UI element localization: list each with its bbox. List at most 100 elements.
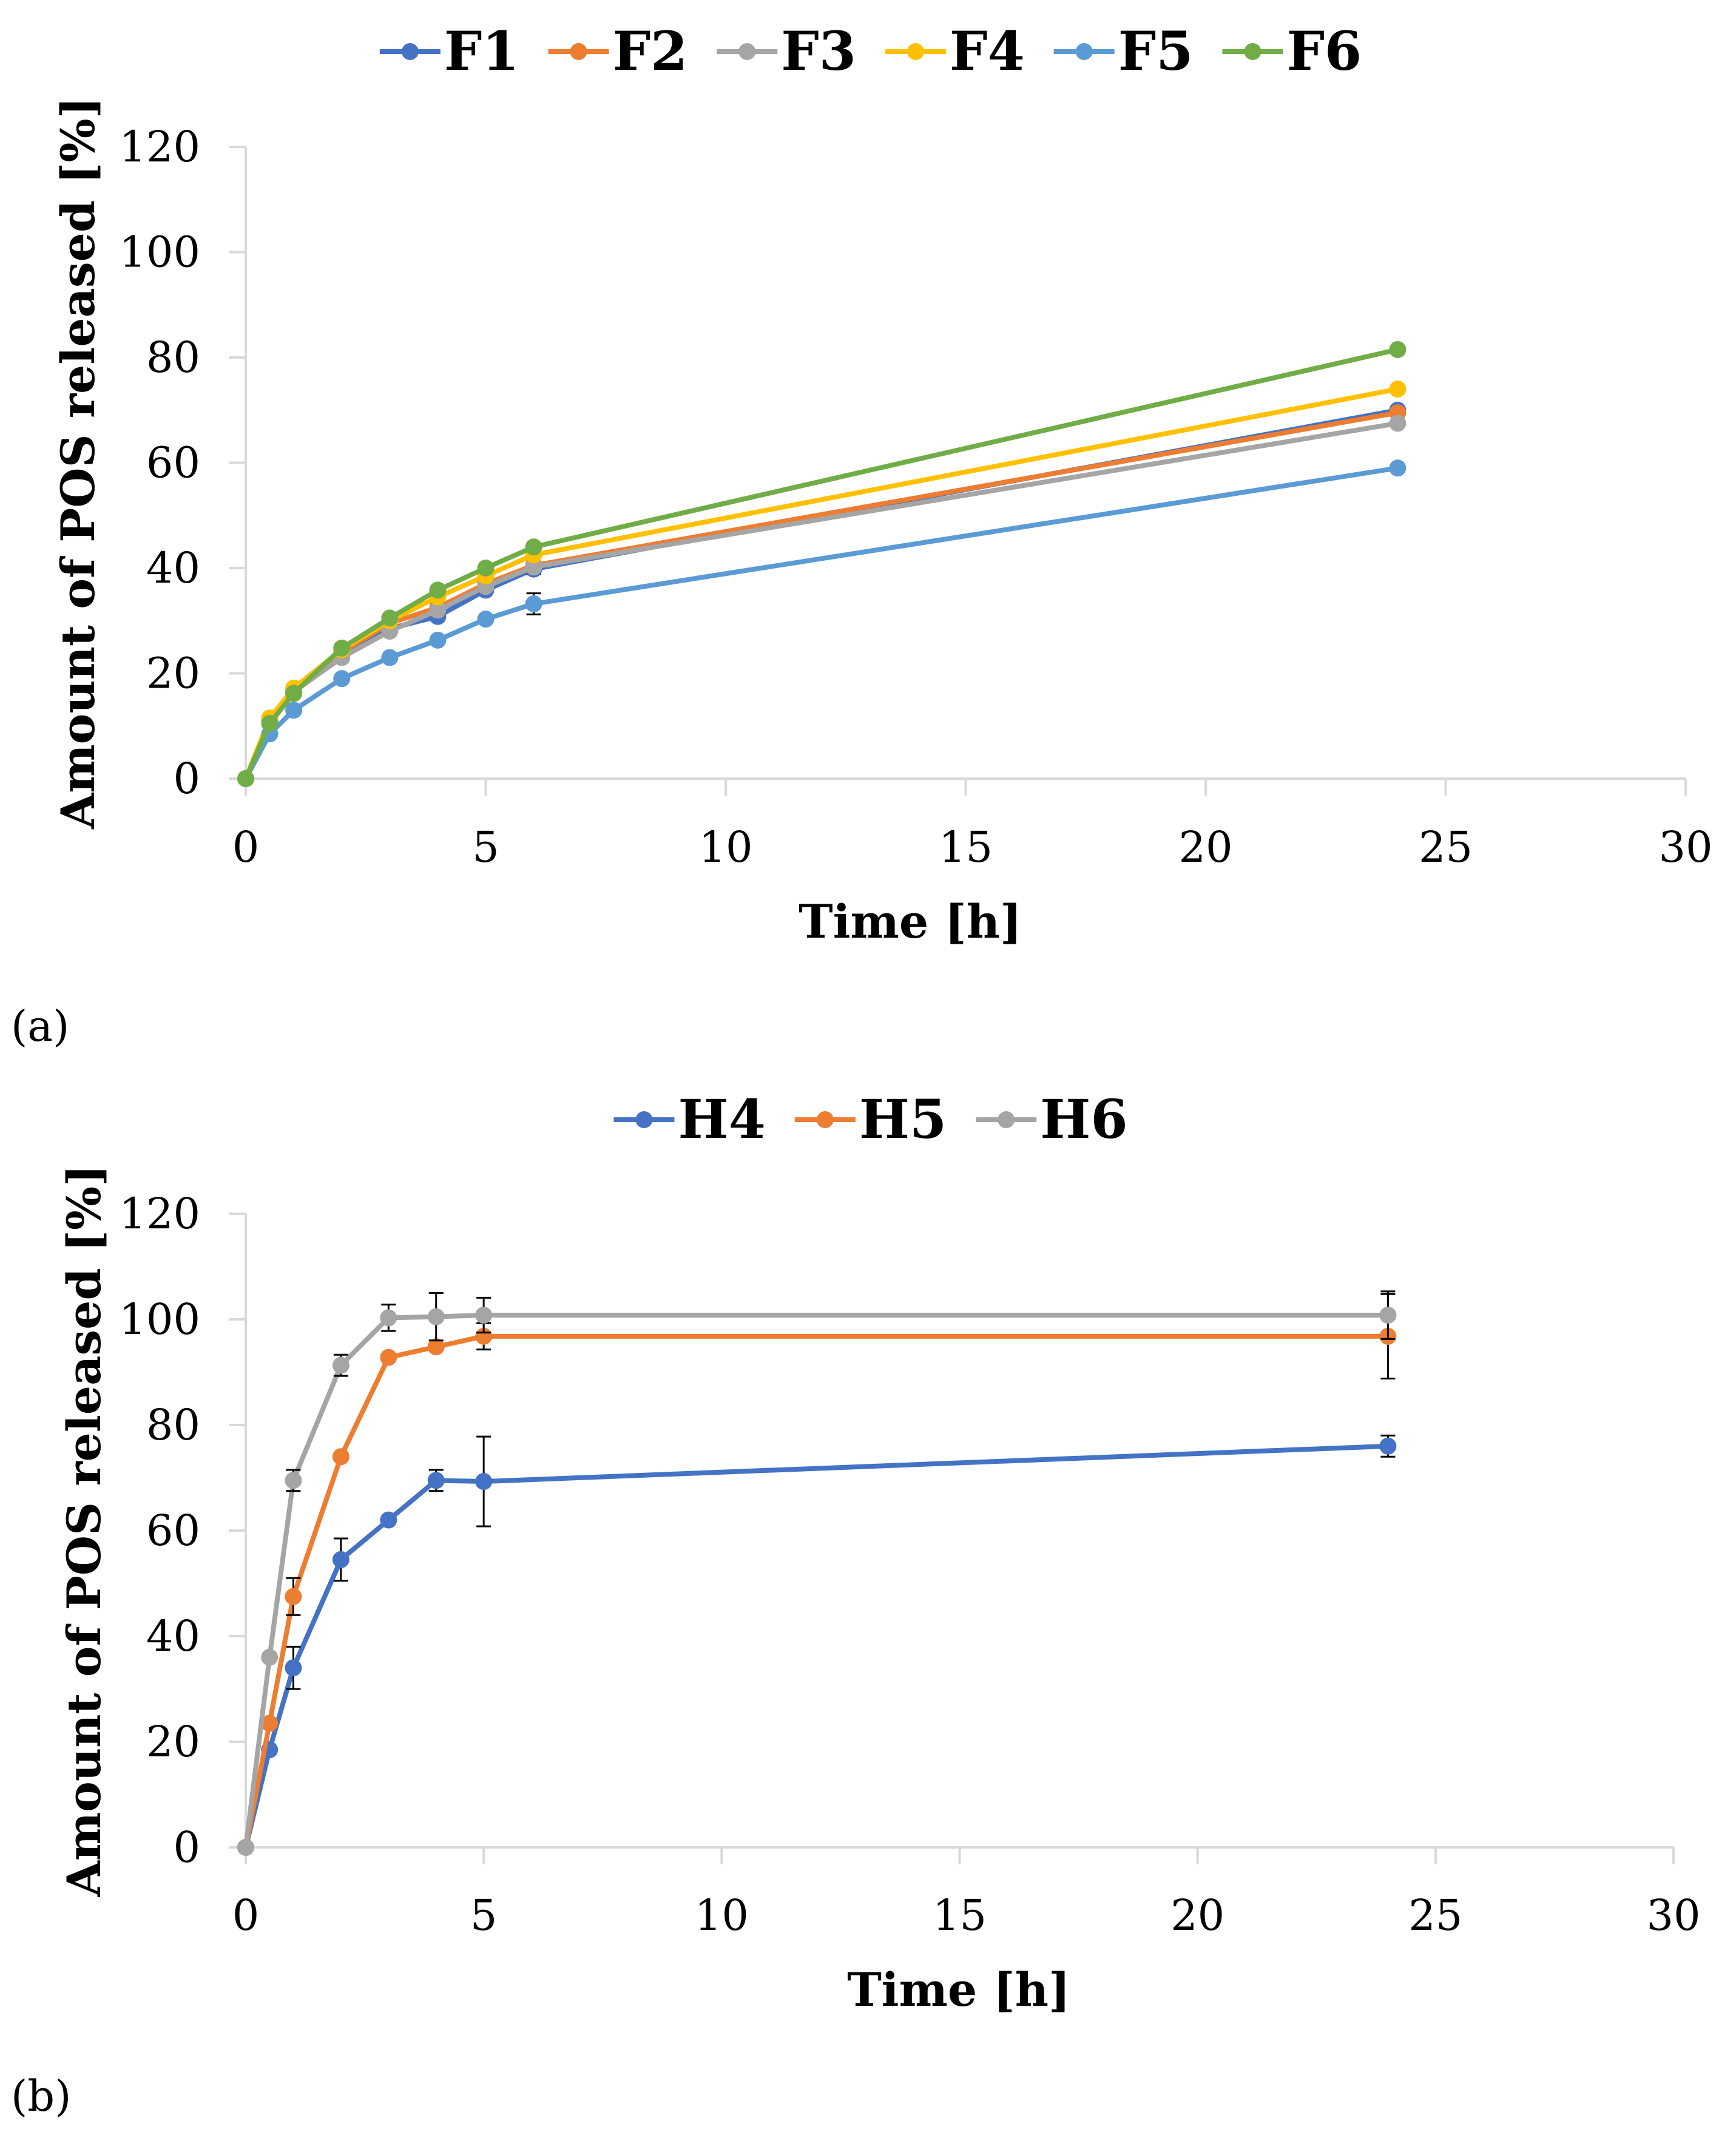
legend-label-F1: F1 bbox=[444, 19, 519, 83]
x-tick-label: 30 bbox=[1646, 1890, 1700, 1940]
y-axis-title: Amount of POS released [%] bbox=[51, 96, 105, 829]
legend-swatch-marker bbox=[998, 1111, 1015, 1128]
data-point-H6 bbox=[1379, 1307, 1397, 1324]
data-point-F5 bbox=[285, 702, 303, 719]
data-point-H5 bbox=[285, 1588, 302, 1605]
panel-b-chart: 0 20 40 60 80 100 120 0 5 10 15 20 25 30 Time [h] Amoun… bbox=[11, 1088, 1701, 2121]
data-point-H6 bbox=[427, 1308, 445, 1325]
series-F1 bbox=[237, 401, 1407, 787]
series-line-F2 bbox=[243, 410, 1399, 780]
series-F3 bbox=[237, 415, 1407, 787]
x-tick-label: 20 bbox=[1178, 822, 1232, 872]
y-tick-label: 60 bbox=[146, 438, 200, 488]
series-line-F1 bbox=[243, 407, 1399, 780]
legend-label-F5: F5 bbox=[1118, 19, 1194, 83]
y-tick-label: 120 bbox=[119, 122, 200, 172]
legend-label-F4: F4 bbox=[950, 19, 1025, 83]
data-point-F6 bbox=[285, 685, 303, 702]
legend-item-F5: F5 bbox=[1053, 19, 1194, 83]
legend-label-H4: H4 bbox=[678, 1088, 765, 1151]
y-tick-label: 80 bbox=[146, 1400, 200, 1450]
data-point-H4 bbox=[332, 1551, 350, 1568]
panel-a-chart: 0 20 40 60 80 100 120 0 5 10 15 20 25 30 Time [h] Amoun… bbox=[11, 19, 1713, 1051]
data-point-H6 bbox=[332, 1356, 350, 1374]
legend-item-H4: H4 bbox=[613, 1088, 766, 1151]
data-point-F6 bbox=[525, 538, 542, 556]
data-point-H5 bbox=[380, 1349, 397, 1366]
legend-item-F4: F4 bbox=[885, 19, 1025, 83]
legend-item-H6: H6 bbox=[976, 1088, 1128, 1151]
data-point-H5 bbox=[427, 1338, 445, 1356]
legend-item-H5: H5 bbox=[794, 1088, 947, 1151]
x-axis-title: Time [h] bbox=[847, 1963, 1070, 2017]
panel-label: (a) bbox=[11, 1001, 69, 1051]
x-tick-label: 5 bbox=[470, 1890, 498, 1940]
series-line-F4 bbox=[243, 387, 1399, 780]
data-point-F5 bbox=[1389, 459, 1407, 477]
data-point-F6 bbox=[333, 639, 351, 657]
legend-label-F3: F3 bbox=[781, 19, 856, 83]
data-point-F3 bbox=[1389, 415, 1407, 432]
y-tick-label: 60 bbox=[146, 1506, 200, 1555]
data-point-H4 bbox=[1379, 1437, 1397, 1455]
series-line-F6 bbox=[243, 347, 1399, 780]
data-point-F6 bbox=[237, 770, 254, 787]
data-point-H4 bbox=[475, 1473, 493, 1491]
series-line-H4 bbox=[243, 1443, 1388, 1848]
legend-item-F6: F6 bbox=[1222, 19, 1362, 83]
x-axis-title: Time [h] bbox=[799, 895, 1022, 949]
x-tick-label: 10 bbox=[698, 822, 752, 872]
legend-label-H5: H5 bbox=[859, 1088, 947, 1151]
y-tick-label: 0 bbox=[173, 754, 200, 804]
data-point-H4 bbox=[380, 1511, 397, 1529]
legend: H4 H5 H6 bbox=[613, 1088, 1128, 1151]
x-tick-label: 0 bbox=[232, 822, 260, 872]
x-tick-label: 10 bbox=[695, 1890, 749, 1940]
legend-swatch-marker bbox=[570, 43, 587, 60]
legend-item-F1: F1 bbox=[379, 19, 519, 83]
series-H4 bbox=[237, 1434, 1397, 1856]
y-tick-label: 0 bbox=[173, 1822, 200, 1872]
data-point-H6 bbox=[475, 1307, 493, 1324]
series-line-H6 bbox=[243, 1313, 1388, 1848]
y-tick-label: 20 bbox=[146, 649, 200, 699]
data-point-F5 bbox=[429, 631, 447, 649]
legend-label-F6: F6 bbox=[1286, 19, 1362, 83]
series-H5 bbox=[237, 1293, 1397, 1856]
data-point-F5 bbox=[381, 649, 399, 666]
x-tick-label: 15 bbox=[933, 1890, 987, 1940]
legend-item-F3: F3 bbox=[717, 19, 856, 83]
data-point-H4 bbox=[427, 1472, 445, 1489]
x-tick-label: 25 bbox=[1408, 1890, 1462, 1940]
y-tick-label: 20 bbox=[146, 1717, 200, 1767]
legend-item-F2: F2 bbox=[548, 19, 687, 83]
data-point-H6 bbox=[380, 1309, 397, 1327]
data-point-F6 bbox=[477, 560, 495, 577]
y-tick-label: 100 bbox=[119, 228, 200, 277]
y-tick-label: 120 bbox=[119, 1189, 200, 1239]
y-tick-label: 40 bbox=[146, 543, 200, 593]
data-point-F3 bbox=[429, 601, 447, 619]
data-point-F5 bbox=[477, 611, 495, 628]
data-point-F3 bbox=[525, 558, 542, 576]
legend-swatch-marker bbox=[907, 43, 924, 60]
y-tick-label: 100 bbox=[119, 1294, 200, 1344]
data-point-H6 bbox=[285, 1472, 302, 1489]
legend: F1 F2 F3 F4 F5 F6 bbox=[379, 19, 1362, 83]
y-axis-title: Amount of POS released [%] bbox=[57, 1165, 111, 1897]
data-point-H5 bbox=[332, 1448, 350, 1466]
data-point-H6 bbox=[237, 1839, 254, 1856]
legend-swatch-marker bbox=[401, 43, 419, 60]
series-F2 bbox=[237, 404, 1407, 787]
y-tick-label: 80 bbox=[146, 333, 200, 382]
x-tick-label: 15 bbox=[939, 822, 993, 872]
legend-label-H6: H6 bbox=[1040, 1088, 1127, 1151]
data-point-F4 bbox=[1389, 381, 1407, 398]
x-tick-label: 20 bbox=[1170, 1890, 1224, 1940]
data-point-F6 bbox=[429, 581, 447, 599]
data-point-F6 bbox=[381, 609, 399, 627]
legend-swatch-marker bbox=[635, 1111, 653, 1128]
x-tick-label: 25 bbox=[1419, 822, 1473, 872]
legend-swatch-marker bbox=[738, 43, 756, 60]
